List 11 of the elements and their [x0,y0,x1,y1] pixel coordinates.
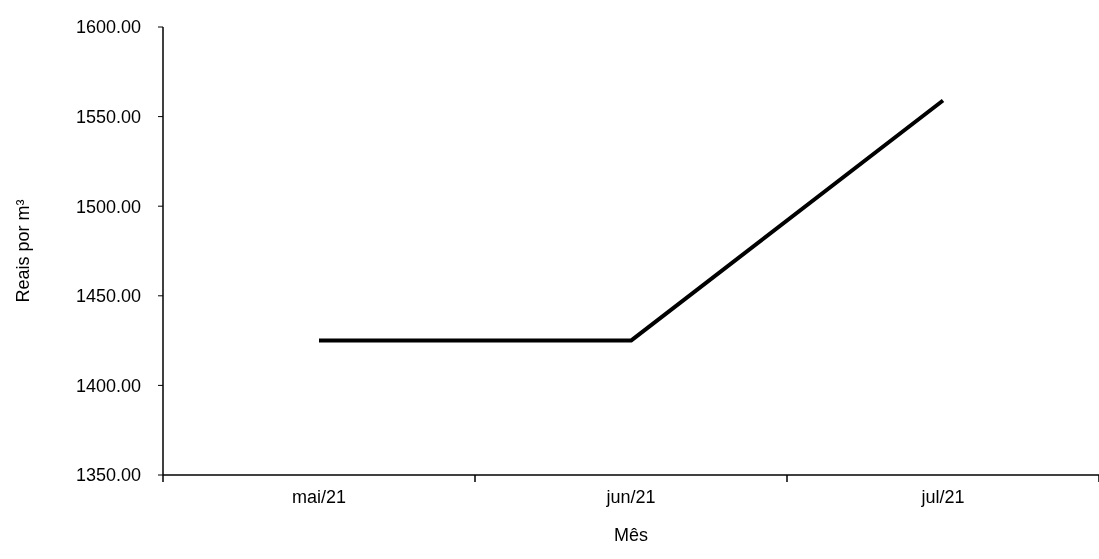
x-tick-label: jun/21 [605,487,656,507]
x-tick-label: mai/21 [291,487,347,507]
y-axis-title: Reais por m³ [13,199,33,303]
y-tick-label: 1450.00 [75,286,141,307]
y-tick-label: 1350.00 [75,465,141,486]
y-tick-label: 1500.00 [75,196,141,217]
y-tick-label: 1550.00 [75,106,141,127]
y-tick-label: 1400.00 [75,375,141,396]
y-tick-label: 1600.00 [75,17,141,38]
x-tick-label: jul/21 [920,487,965,507]
x-axis-title: Mês [613,525,649,545]
